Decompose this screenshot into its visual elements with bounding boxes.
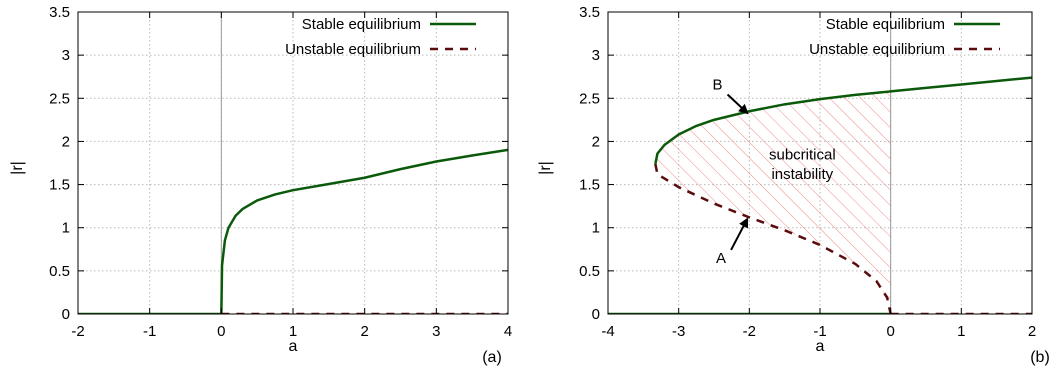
y-tick-label: 1 bbox=[592, 220, 600, 237]
x-tick-label: 1 bbox=[289, 323, 297, 340]
legend-label: Unstable equilibrium bbox=[285, 41, 421, 58]
legend-b: Stable equilibrium Unstable equilibrium bbox=[809, 16, 1000, 58]
annotation-arrow bbox=[726, 93, 749, 115]
y-tick-label: 2.5 bbox=[579, 90, 600, 107]
x-tick-label: 2 bbox=[1028, 323, 1036, 340]
y-tick-label: 0 bbox=[592, 306, 600, 323]
panel-label-b: (b) bbox=[1030, 349, 1050, 366]
y-tick-label: 1 bbox=[62, 220, 70, 237]
x-tick-label: 1 bbox=[957, 323, 965, 340]
legend-a: Stable equilibrium Unstable equilibrium bbox=[285, 16, 476, 58]
x-axis-label-a: a bbox=[289, 338, 298, 355]
x-tick-label: -1 bbox=[813, 323, 826, 340]
legend-label: Unstable equilibrium bbox=[809, 41, 945, 58]
chart-panel-a: -2 -1 0 1 2 3 4 0 0.5 1 1.5 2 2.5 3 3.5 a |r| (a) Stab… bbox=[9, 4, 512, 366]
y-tick-label: 2.5 bbox=[49, 90, 70, 107]
annotation-text: subcritical bbox=[769, 146, 836, 163]
y-tick-label: 3.5 bbox=[579, 4, 600, 21]
y-tick-label: 2 bbox=[62, 133, 70, 150]
legend-label: Stable equilibrium bbox=[302, 16, 421, 33]
x-tick-label: -2 bbox=[71, 323, 84, 340]
annotations-b: subcritical instability B A bbox=[713, 76, 836, 266]
x-axis-label-b: a bbox=[816, 338, 825, 355]
x-tick-label: 0 bbox=[217, 323, 225, 340]
series-a bbox=[78, 148, 508, 314]
subcritical-region-hatch bbox=[655, 91, 891, 314]
x-tick-label: 3 bbox=[432, 323, 440, 340]
annotation-text: instability bbox=[771, 166, 833, 183]
annotation-text: A bbox=[716, 250, 726, 267]
y-tick-label: 3 bbox=[62, 47, 70, 64]
y-tick-label: 2 bbox=[592, 133, 600, 150]
x-tick-label: -3 bbox=[672, 323, 685, 340]
stable-equilibrium-line bbox=[654, 76, 1032, 165]
x-tick-label: 0 bbox=[886, 323, 894, 340]
y-tick-label: 0 bbox=[62, 306, 70, 323]
unstable-equilibrium-line bbox=[654, 163, 892, 314]
y-tick-label: 1.5 bbox=[579, 177, 600, 194]
annotation-arrow bbox=[730, 217, 749, 251]
x-tick-label: -2 bbox=[743, 323, 756, 340]
x-tick-label: -4 bbox=[601, 323, 614, 340]
y-tick-label: 0.5 bbox=[49, 263, 70, 280]
y-tick-label: 3.5 bbox=[49, 4, 70, 21]
y-axis-label-b: |r| bbox=[537, 161, 554, 175]
panel-label-a: (a) bbox=[482, 349, 502, 366]
stable-equilibrium-line bbox=[220, 148, 508, 314]
x-tick-label: 4 bbox=[504, 323, 512, 340]
y-tick-label: 1.5 bbox=[49, 177, 70, 194]
ticks-b: -4 -3 -2 -1 0 1 2 0 0.5 1 1.5 2 2.5 3 3.5 bbox=[579, 4, 1036, 340]
ticks-a: -2 -1 0 1 2 3 4 0 0.5 1 1.5 2 2.5 3 3.5 bbox=[49, 4, 512, 340]
series-b bbox=[608, 76, 1032, 314]
chart-panel-b: -4 -3 -2 -1 0 1 2 0 0.5 1 1.5 2 2.5 3 3.5 subcritical i… bbox=[537, 4, 1050, 366]
y-tick-label: 3 bbox=[592, 47, 600, 64]
y-axis-label-a: |r| bbox=[9, 161, 26, 175]
x-tick-label: 2 bbox=[360, 323, 368, 340]
legend-label: Stable equilibrium bbox=[826, 16, 945, 33]
annotation-text: B bbox=[713, 76, 723, 93]
y-tick-label: 0.5 bbox=[579, 263, 600, 280]
x-tick-label: -1 bbox=[143, 323, 156, 340]
